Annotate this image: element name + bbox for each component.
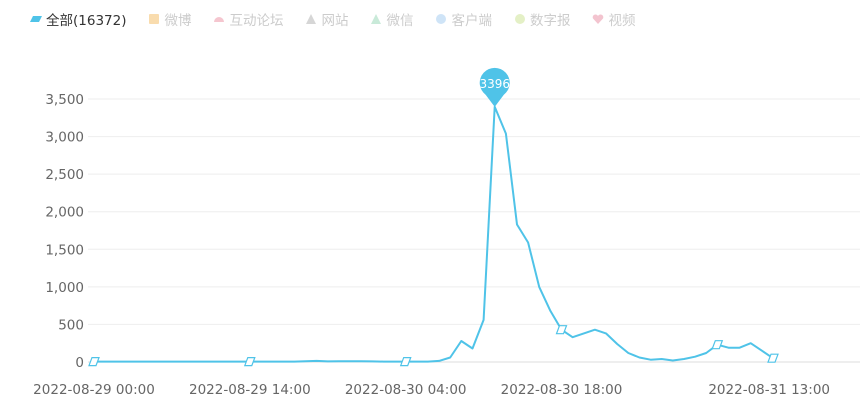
triangle-icon (371, 14, 382, 24)
x-tick-label: 2022-08-29 14:00 (189, 382, 311, 398)
x-tick-label: 2022-08-31 13:00 (708, 382, 830, 398)
y-tick-label: 3,000 (45, 130, 84, 146)
x-tick-label: 2022-08-30 04:00 (345, 382, 467, 398)
chart-legend: 全部(16372) 微博 互动论坛 网站 微信 客户端 数字报 视频 (30, 8, 657, 30)
heart-icon (593, 14, 604, 24)
legend-item-2[interactable]: 互动论坛 (213, 9, 283, 29)
legend-item-0[interactable]: 全部(16372) (30, 9, 126, 29)
circle-icon (436, 14, 447, 24)
series-marker[interactable] (767, 353, 779, 363)
series-line (94, 105, 774, 363)
half-circle-icon (214, 17, 225, 22)
legend-item-7[interactable]: 视频 (592, 9, 635, 29)
triangle-icon (306, 14, 317, 24)
legend-label: 微博 (164, 13, 192, 29)
legend-label: 视频 (608, 13, 636, 29)
legend-label: 网站 (321, 13, 349, 29)
y-tick-label: 2,500 (45, 167, 84, 183)
y-tick-label: 1,000 (45, 280, 84, 296)
legend-item-4[interactable]: 微信 (370, 9, 413, 29)
x-tick-label: 2022-08-29 00:00 (33, 382, 155, 398)
legend-item-1[interactable]: 微博 (148, 9, 191, 29)
max-value-pin (479, 67, 510, 107)
series-marker[interactable] (399, 357, 412, 367)
y-tick-label: 0 (75, 355, 84, 371)
y-tick-label: 1,500 (45, 242, 84, 258)
series-marker[interactable] (243, 357, 256, 367)
y-tick-label: 3,500 (45, 92, 84, 108)
legend-label: 数字报 (529, 13, 571, 29)
legend-label: 互动论坛 (229, 13, 284, 29)
series-marker[interactable] (711, 340, 724, 350)
square-icon (149, 14, 160, 24)
circle-icon (514, 14, 525, 24)
y-tick-label: 500 (58, 317, 84, 333)
y-tick-label: 2,000 (45, 205, 84, 221)
legend-label: 微信 (386, 13, 414, 29)
legend-item-5[interactable]: 客户端 (435, 9, 492, 29)
legend-item-3[interactable]: 网站 (305, 9, 348, 29)
legend-label: 客户端 (451, 13, 492, 29)
series-marker[interactable] (555, 325, 568, 335)
legend-item-6[interactable]: 数字报 (514, 9, 571, 29)
x-tick-label: 2022-08-30 18:00 (501, 382, 623, 398)
parallelogram-icon (30, 16, 42, 22)
max-value-label: 3396 (479, 77, 510, 91)
legend-label: 全部(16372) (46, 13, 127, 29)
series-marker[interactable] (88, 357, 100, 367)
